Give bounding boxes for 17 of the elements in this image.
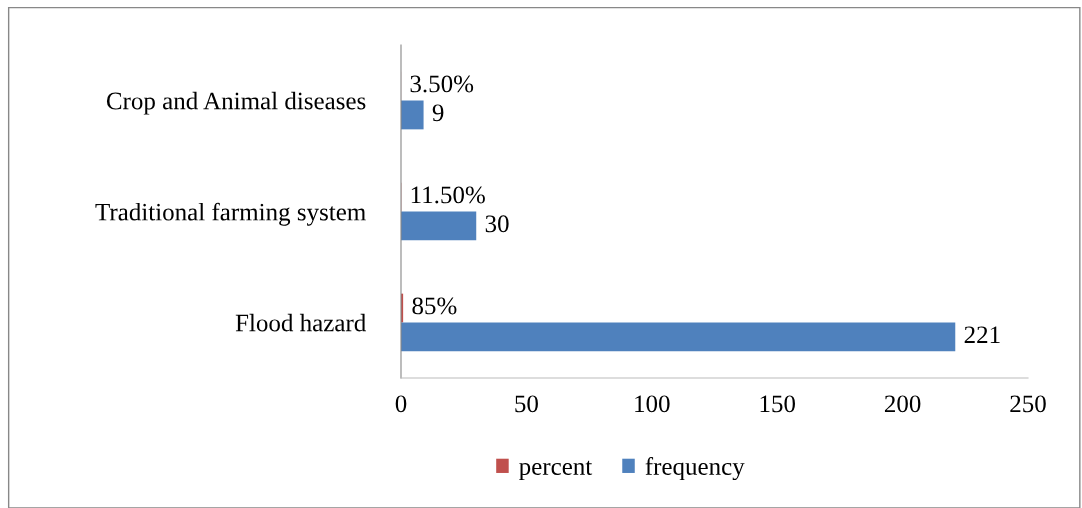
data-label: 3.50% (410, 75, 474, 93)
y-tick-label: Flood hazard (235, 313, 366, 332)
data-label: 30 (485, 215, 509, 233)
x-tick-label: 250 (1010, 395, 1046, 413)
legend-label: percent (519, 460, 593, 481)
x-tick-label: 200 (884, 395, 921, 413)
y-tick-label: Crop and Animal diseases (106, 91, 366, 115)
data-label: 85% (412, 297, 457, 315)
data-label: 221 (964, 326, 1000, 343)
legend-label: frequency (645, 457, 745, 481)
x-tick-label: 150 (760, 395, 795, 413)
x-tick-label: 50 (515, 395, 538, 413)
x-tick-label: 0 (395, 395, 407, 413)
y-tick-label: Traditional farming system (95, 202, 366, 226)
data-label: 11.50% (411, 186, 485, 204)
x-tick-label: 100 (635, 395, 670, 413)
data-label: 9 (432, 104, 444, 122)
